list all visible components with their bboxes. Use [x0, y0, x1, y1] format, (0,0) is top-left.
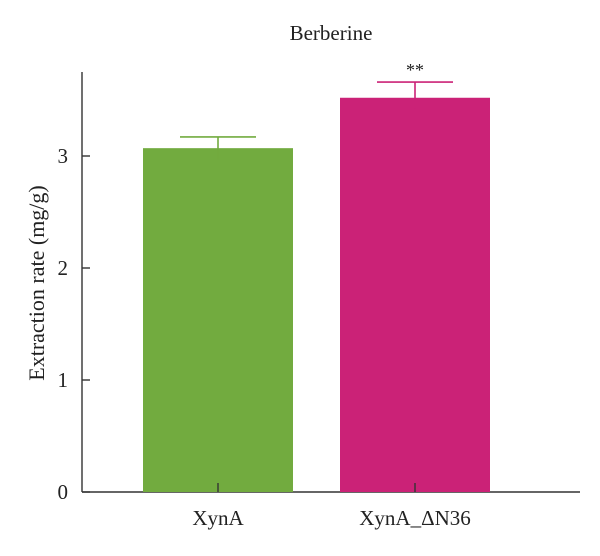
bar	[143, 148, 293, 492]
x-tick-label: XynA	[192, 506, 244, 530]
bars	[143, 81, 490, 492]
y-tick-label: 1	[58, 368, 69, 392]
significance-annotations: **	[406, 60, 424, 80]
x-tick-label: XynA_ΔN36	[359, 506, 471, 530]
y-tick-label: 3	[58, 144, 69, 168]
y-tick-label: 0	[58, 480, 69, 504]
y-axis-ticks: 0 1 2 3	[58, 144, 90, 504]
y-axis-label: Extraction rate (mg/g)	[24, 185, 49, 380]
significance-marker: **	[406, 60, 424, 80]
bar	[340, 97, 490, 492]
x-axis-tick-labels: XynA XynA_ΔN36	[192, 506, 470, 530]
y-tick-label: 2	[58, 256, 69, 280]
chart-title: Berberine	[290, 21, 373, 45]
